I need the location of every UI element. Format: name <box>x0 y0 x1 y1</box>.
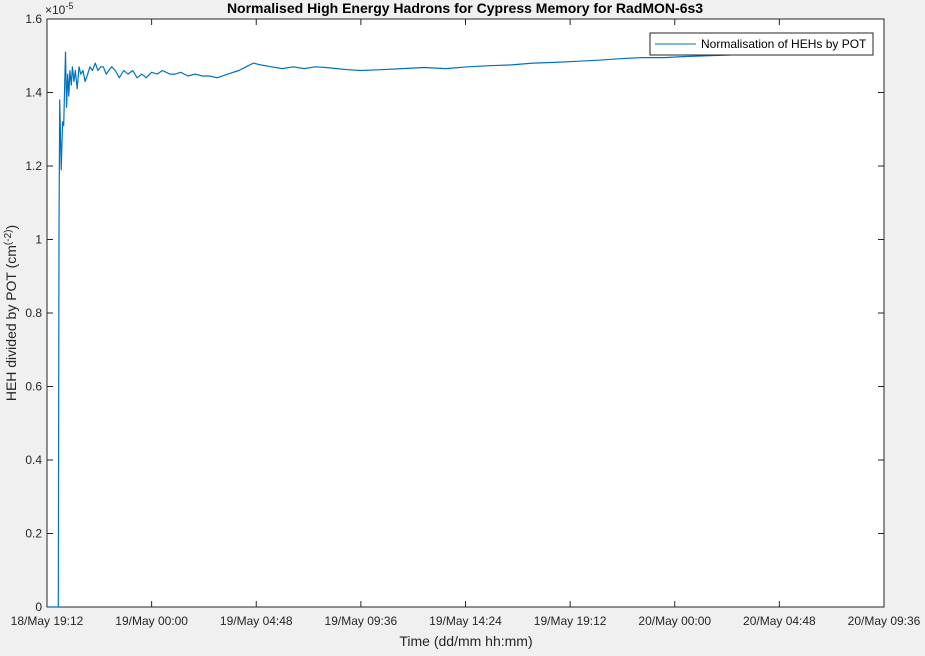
series-layer <box>47 51 802 608</box>
x-tick-label: 20/May 00:00 <box>638 614 711 628</box>
series-line <box>47 51 802 608</box>
y-axis-ticks: 0 0.2 0.4 0.6 0.8 1 1.2 1.4 1.6 <box>25 12 884 614</box>
x-axis-ticks: 18/May 19:12 19/May 00:00 19/May 04:48 19/M… <box>11 19 921 628</box>
x-tick-label: 20/May 04:48 <box>743 614 816 628</box>
chart-title: Normalised High Energy Hadrons for Cypre… <box>227 0 703 16</box>
x-tick-label: 19/May 00:00 <box>115 614 188 628</box>
y-tick-label: 0.8 <box>25 306 42 320</box>
legend-entry-label: Normalisation of HEHs by POT <box>701 37 867 51</box>
plot-area <box>46 18 885 608</box>
x-tick-label: 19/May 04:48 <box>220 614 293 628</box>
exponent-label: ×10-5 <box>45 1 73 17</box>
x-tick-label: 19/May 19:12 <box>534 614 607 628</box>
y-tick-label: 0.2 <box>25 527 42 541</box>
y-tick-label: 1.4 <box>25 86 42 100</box>
y-tick-label: 1.2 <box>25 159 42 173</box>
legend-box <box>649 32 874 56</box>
y-tick-label: 0.4 <box>25 453 42 467</box>
x-tick-label: 19/May 09:36 <box>325 614 398 628</box>
x-axis-label: Time (dd/mm hh:mm) <box>399 633 532 649</box>
legend: Normalisation of HEHs by POT <box>649 32 874 56</box>
x-tick-label: 20/May 09:36 <box>848 614 921 628</box>
x-tick-label: 18/May 19:12 <box>11 614 84 628</box>
y-tick-label: 1.6 <box>25 12 42 26</box>
y-axis-label: HEH divided by POT (cm(-2)) <box>3 225 19 401</box>
x-tick-label: 19/May 14:24 <box>429 614 502 628</box>
y-tick-label: 0 <box>35 600 42 614</box>
y-tick-label: 1 <box>35 233 42 247</box>
y-tick-label: 0.6 <box>25 380 42 394</box>
